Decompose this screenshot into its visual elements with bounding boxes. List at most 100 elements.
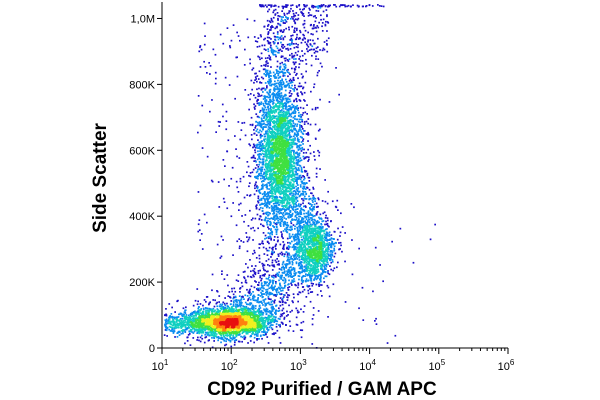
event-point [205, 296, 208, 298]
event-point [287, 215, 290, 218]
event-point [281, 263, 284, 266]
event-point [238, 157, 241, 159]
event-point [247, 36, 250, 39]
event-point [282, 261, 284, 264]
event-point [267, 214, 269, 217]
event-point [279, 81, 281, 84]
event-point [288, 260, 290, 263]
event-point [239, 202, 242, 205]
event-point [307, 263, 310, 266]
event-point [254, 151, 257, 154]
event-point [326, 259, 328, 262]
event-point [280, 278, 282, 280]
event-point [287, 206, 289, 209]
event-point [295, 46, 298, 48]
event-point [272, 195, 275, 198]
event-point [299, 55, 301, 58]
event-point [293, 125, 295, 127]
event-point [265, 291, 267, 294]
event-point [226, 335, 229, 337]
event-point [321, 229, 324, 232]
event-point [261, 114, 264, 117]
event-point [275, 218, 278, 220]
event-point [289, 39, 292, 41]
event-point [330, 242, 333, 245]
event-point [281, 192, 284, 195]
event-point [307, 12, 310, 14]
event-point [261, 285, 263, 287]
event-point [217, 181, 220, 183]
event-point [259, 269, 261, 272]
event-point [224, 304, 227, 307]
event-point [281, 99, 283, 102]
event-point [300, 73, 303, 75]
event-point [208, 309, 211, 311]
event-point [300, 226, 302, 229]
event-point [256, 128, 259, 131]
event-point [269, 41, 272, 44]
event-point [307, 118, 310, 120]
event-point [326, 255, 328, 258]
event-point [271, 233, 273, 236]
event-point [296, 182, 298, 185]
event-point [244, 307, 247, 310]
event-point [283, 29, 285, 31]
event-point [266, 310, 269, 313]
event-point [301, 265, 303, 267]
event-point [288, 201, 291, 204]
event-point [272, 316, 275, 318]
event-point [307, 202, 310, 205]
event-point [257, 102, 259, 105]
event-point [262, 293, 265, 295]
event-point [264, 165, 267, 168]
event-point [291, 240, 293, 243]
event-point [243, 64, 246, 66]
event-point [291, 184, 294, 186]
event-point [306, 215, 309, 218]
event-point [263, 150, 266, 153]
event-point [264, 100, 266, 102]
event-point [282, 323, 284, 325]
event-point [295, 256, 298, 259]
event-point [274, 312, 276, 314]
event-point [319, 231, 322, 233]
event-point [235, 300, 237, 303]
event-point [264, 126, 266, 128]
event-point [297, 120, 300, 123]
event-point [283, 193, 285, 196]
event-point [302, 258, 304, 261]
event-point [298, 246, 301, 248]
event-point [319, 227, 322, 229]
event-point [263, 73, 266, 75]
event-point [280, 209, 283, 211]
event-point [272, 96, 275, 98]
event-point [330, 261, 333, 264]
event-point [292, 301, 294, 304]
event-point [258, 199, 261, 201]
event-point [310, 275, 313, 278]
event-point [229, 340, 232, 343]
event-point [264, 114, 267, 117]
event-point [294, 127, 297, 130]
event-point [274, 219, 276, 221]
event-point [261, 140, 263, 142]
event-point [266, 140, 268, 142]
event-point [338, 5, 341, 8]
event-point [288, 86, 291, 89]
event-point [281, 235, 283, 238]
event-point [271, 249, 274, 251]
event-point [286, 221, 289, 224]
event-point [270, 38, 272, 40]
event-point [174, 323, 177, 326]
event-point [318, 285, 320, 287]
event-point [303, 99, 305, 101]
event-point [288, 26, 290, 29]
event-point [258, 102, 260, 104]
event-point [265, 206, 268, 209]
event-point [223, 178, 225, 181]
event-point [302, 219, 304, 221]
event-point [264, 234, 267, 237]
event-point [312, 201, 314, 203]
event-point [285, 122, 287, 125]
event-point [231, 307, 234, 310]
